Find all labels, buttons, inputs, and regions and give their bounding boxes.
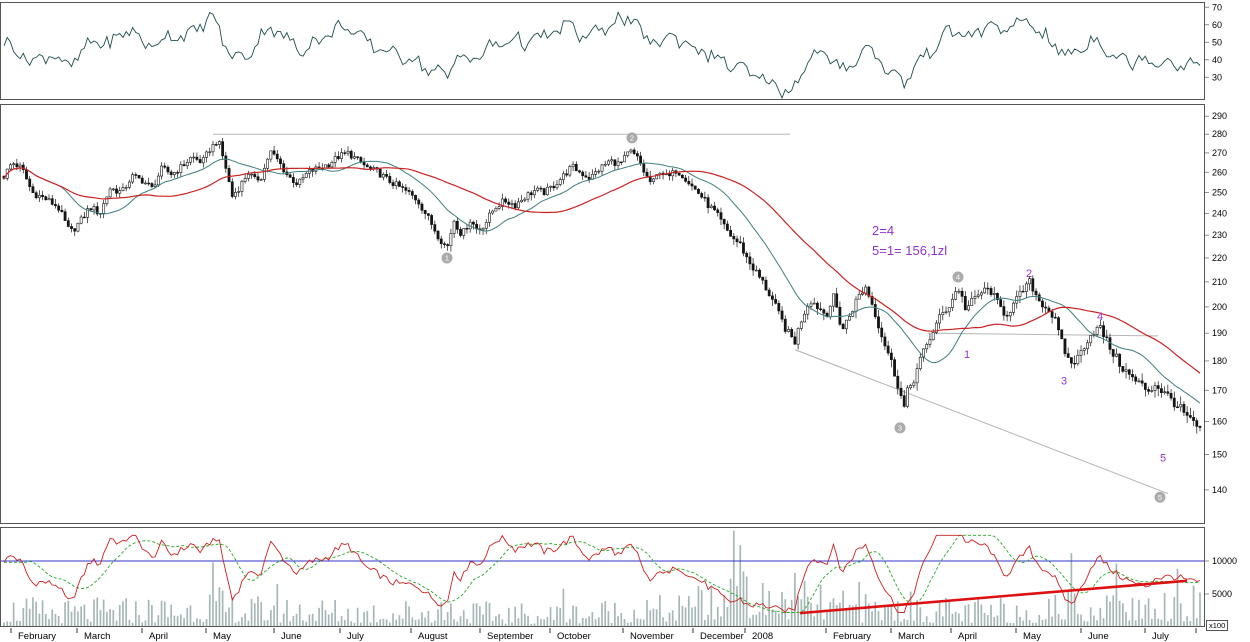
volume-trendline — [799, 579, 1188, 615]
oscillator-tick-label: 30 — [1212, 72, 1222, 82]
month-label: May — [1023, 631, 1041, 642]
month-label: August — [418, 631, 448, 642]
wave-circle-marker: 2 — [626, 132, 638, 144]
month-label: October — [557, 631, 591, 642]
wave-circle-marker: 1 — [441, 252, 453, 264]
wave-circle-label: 2 — [630, 134, 634, 143]
wave-target-text: 2=4 — [872, 223, 894, 238]
month-label: November — [630, 631, 674, 642]
price-tick-label: 240 — [1212, 208, 1227, 218]
price-tick-label: 140 — [1212, 485, 1227, 495]
wave-circle-marker: 3 — [894, 422, 906, 434]
oscillator-tick-label: 70 — [1212, 2, 1222, 12]
subwave-label: 2 — [1026, 268, 1032, 280]
price-tick-label: 270 — [1212, 148, 1227, 158]
volume-indicator-slow-line — [4, 534, 1201, 613]
wave-circle-marker: 4 — [952, 271, 964, 283]
price-tick-label: 160 — [1212, 416, 1227, 426]
price-tick-label: 150 — [1212, 450, 1227, 460]
volume-indicator-fast-line — [3, 534, 1201, 614]
month-label: March — [84, 631, 110, 642]
oscillator-tick-label: 40 — [1212, 55, 1222, 65]
ma-fast-line — [3, 158, 1201, 404]
volume-panel-frame — [0, 527, 1205, 627]
price-tick-label: 210 — [1212, 277, 1227, 287]
price-tick-label: 260 — [1212, 167, 1227, 177]
price-tick-label: 180 — [1212, 356, 1227, 366]
wave-circle-label: 1 — [445, 254, 449, 263]
price-tick-label: 190 — [1212, 328, 1227, 338]
oscillator-panel-frame — [0, 2, 1205, 100]
month-label: February — [833, 631, 871, 642]
month-label: March — [898, 631, 924, 642]
oscillator-tick-label: 50 — [1212, 37, 1222, 47]
x-axis: February March April May June July August Septe… — [10, 628, 1197, 642]
volume-tick-label: 10000 — [1212, 556, 1237, 566]
month-label: June — [1088, 631, 1109, 642]
month-label: April — [149, 631, 168, 642]
month-label: February — [18, 631, 56, 642]
wave-target-text: 5=1= 156,1zl — [872, 243, 947, 258]
price-tick-label: 280 — [1212, 129, 1227, 139]
trend-line — [794, 349, 1169, 495]
volume-tick-label: 5000 — [1212, 589, 1232, 599]
volume-unit-label: x100 — [1206, 620, 1229, 631]
wave-circle-marker: 5 — [1154, 491, 1166, 503]
subwave-label: 4 — [1097, 311, 1103, 323]
price-tick-label: 250 — [1212, 187, 1227, 197]
month-label: June — [281, 631, 302, 642]
month-label: April — [958, 631, 977, 642]
ma-slow-line — [3, 166, 1201, 374]
price-tick-label: 200 — [1212, 302, 1227, 312]
month-label: 2008 — [752, 631, 773, 642]
month-label: September — [487, 631, 533, 642]
price-tick-label: 230 — [1212, 230, 1227, 240]
month-label: December — [700, 631, 744, 642]
price-tick-label: 290 — [1212, 111, 1227, 121]
price-panel-frame — [0, 104, 1205, 524]
subwave-label: 5 — [1160, 452, 1166, 464]
subwave-label: 1 — [964, 349, 970, 361]
month-label: July — [347, 631, 364, 642]
month-label: July — [1152, 631, 1169, 642]
subwave-label: 3 — [1061, 375, 1067, 387]
wave-circle-label: 3 — [898, 424, 902, 433]
price-tick-label: 220 — [1212, 253, 1227, 263]
trend-line — [927, 332, 1159, 337]
oscillator-tick-label: 60 — [1212, 20, 1222, 30]
wave-circle-label: 5 — [1158, 493, 1162, 502]
wave-target-annotation: 2=4 5=1= 156,1zl — [872, 223, 947, 258]
month-label: May — [213, 631, 231, 642]
candlesticks — [2, 137, 1202, 434]
oscillator-line — [3, 11, 1201, 100]
price-tick-label: 170 — [1212, 385, 1227, 395]
wave-circle-label: 4 — [956, 273, 960, 282]
